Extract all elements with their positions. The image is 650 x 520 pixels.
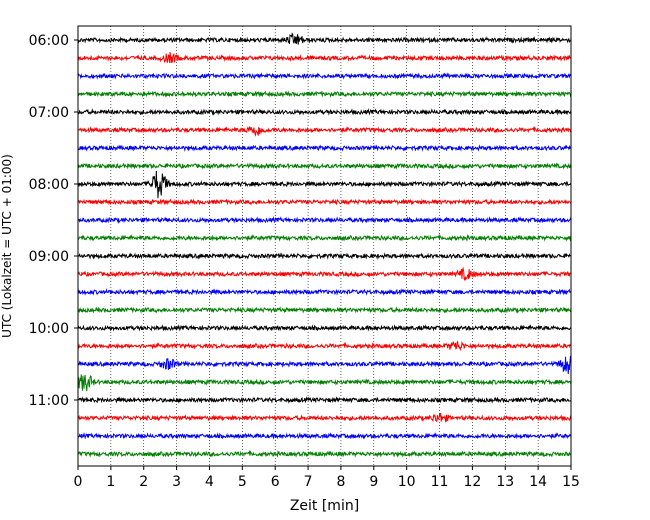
trace-line [77, 288, 572, 296]
x-tick-label: 5 [238, 474, 247, 490]
x-tick-label: 10 [398, 474, 416, 490]
seismic-traces [77, 32, 572, 458]
trace-line [77, 52, 572, 64]
trace-line [77, 216, 572, 224]
trace-line [77, 32, 572, 45]
y-tick-label: 07:00 [29, 105, 69, 121]
trace-line [77, 233, 572, 242]
x-tick-label: 2 [139, 474, 148, 490]
x-tick-label: 11 [431, 474, 449, 490]
x-tick-label: 8 [336, 474, 345, 490]
trace-line [77, 412, 572, 423]
y-tick-label: 11:00 [29, 393, 69, 409]
x-tick-label: 0 [74, 474, 83, 490]
x-tick-label: 15 [562, 474, 580, 490]
x-tick-label: 12 [463, 474, 481, 490]
x-tick-label: 3 [172, 474, 181, 490]
x-tick-label: 4 [205, 474, 214, 490]
trace-line [77, 162, 572, 170]
x-tick-label: 6 [271, 474, 280, 490]
trace-line [77, 125, 571, 137]
trace-line [77, 198, 572, 206]
grid-lines [110, 26, 539, 466]
trace-line [77, 374, 572, 392]
x-tick-label: 7 [304, 474, 313, 490]
y-axis-label: UTC (Lokalzeit = UTC + 01:00) [0, 154, 14, 338]
x-tick-label: 13 [496, 474, 514, 490]
trace-line [77, 72, 572, 80]
trace-line [77, 90, 572, 98]
y-tick-label: 06:00 [29, 33, 69, 49]
trace-line [77, 449, 572, 458]
y-axis: 06:00 07:00 08:00 09:00 10:00 11:00 [29, 33, 78, 409]
trace-line [77, 324, 572, 332]
trace-line [77, 340, 572, 352]
trace-line [77, 266, 572, 282]
trace-line [77, 108, 572, 116]
trace-line [77, 170, 572, 199]
trace-line [77, 252, 572, 260]
x-axis-label: Zeit [min] [290, 498, 359, 514]
trace-line [77, 396, 572, 404]
x-axis: 0 1 2 3 4 5 6 7 8 9 10 11 12 13 14 15 [74, 466, 580, 490]
y-tick-label: 08:00 [29, 177, 69, 193]
trace-line [77, 355, 572, 375]
x-tick-label: 14 [529, 474, 547, 490]
x-tick-label: 1 [106, 474, 115, 490]
trace-line [77, 144, 572, 152]
x-tick-label: 9 [369, 474, 378, 490]
trace-line [77, 432, 572, 440]
y-tick-label: 09:00 [29, 249, 69, 265]
trace-line [77, 306, 572, 314]
y-tick-label: 10:00 [29, 321, 69, 337]
plot-frame [77, 25, 572, 467]
